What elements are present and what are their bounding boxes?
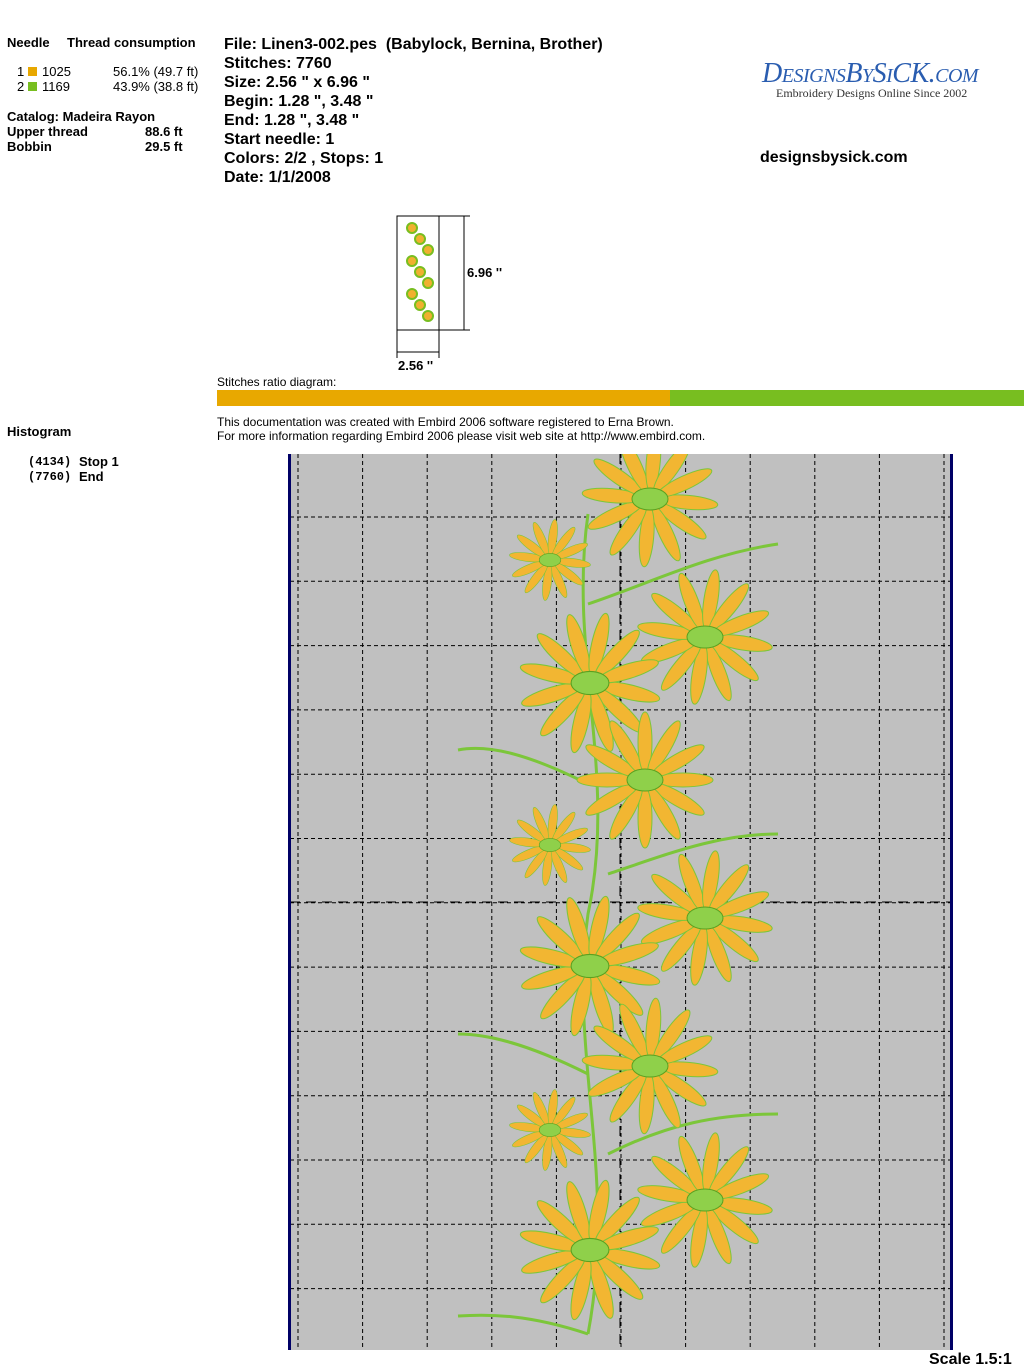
stem (587, 542, 779, 606)
flower-center (570, 670, 610, 696)
usage-label: Upper thread (7, 124, 88, 139)
logo-tagline: Embroidery Designs Online Since 2002 (776, 86, 968, 100)
width-label: 2.56 '' (398, 358, 433, 373)
design-preview (288, 454, 953, 1350)
usage-value: 29.5 ft (145, 139, 183, 154)
thumb-flower (422, 310, 434, 322)
color-swatch (28, 67, 37, 76)
histogram-stitch: (4134) (28, 455, 72, 469)
stem (607, 832, 779, 876)
thumb-flower (406, 222, 418, 234)
flower-center (538, 1123, 562, 1137)
thread-code: 1169 (42, 79, 70, 94)
height-label: 6.96 '' (467, 265, 502, 280)
hoop-edge (950, 454, 953, 1350)
needle-number: 1 (17, 64, 25, 79)
catalog: Catalog: Madeira Rayon (7, 109, 156, 124)
thread-consumption: 43.9% (38.8 ft) (113, 79, 199, 94)
stem (457, 1313, 589, 1336)
flower (637, 569, 773, 705)
website: designsbysick.com (760, 149, 908, 166)
thumb-flower (422, 277, 434, 289)
flower-center (631, 1054, 669, 1078)
thumb-flower (414, 299, 426, 311)
ratio-label: Stitches ratio diagram: (217, 375, 337, 389)
needle-header: Needle (7, 35, 50, 50)
flower-center (686, 906, 724, 930)
flower (519, 1179, 661, 1321)
consumption-header: Thread consumption (67, 35, 196, 50)
thumb-flower (422, 244, 434, 256)
stem (457, 746, 589, 786)
flower (581, 454, 719, 568)
stem (457, 1032, 589, 1076)
flower-center (538, 553, 562, 567)
scale: Scale 1.5:1 (929, 1351, 1012, 1368)
histogram-stitch: (7760) (28, 470, 72, 484)
usage-label: Bobbin (7, 139, 52, 154)
flower-center (570, 953, 610, 979)
flower (637, 1132, 773, 1268)
flower-center (570, 1237, 610, 1263)
stem (607, 1112, 779, 1156)
flower (509, 804, 591, 886)
logo-brand: DesignsBySiCK.com (762, 58, 979, 89)
file-info: File: Linen3-002.pes (Babylock, Bernina,… (224, 36, 603, 53)
flower (519, 612, 661, 754)
file-info: Date: 1/1/2008 (224, 169, 331, 186)
file-info: Colors: 2/2 , Stops: 1 (224, 150, 384, 167)
file-info: Start needle: 1 (224, 131, 335, 148)
note: For more information regarding Embird 20… (217, 429, 706, 443)
color-swatch (28, 82, 37, 91)
flower-center (686, 625, 724, 649)
thumbnail: 6.96 '' 2.56 '' (396, 215, 502, 373)
flower-center (626, 768, 664, 792)
flower (509, 1089, 591, 1171)
needle-number: 2 (17, 79, 25, 94)
flower (519, 895, 661, 1037)
file-info: Begin: 1.28 ", 3.48 " (224, 93, 374, 110)
flower-center (538, 838, 562, 852)
thumb-flower (414, 266, 426, 278)
ratio-segment (217, 390, 670, 406)
flower-center (631, 487, 669, 511)
flower-center (686, 1188, 724, 1212)
histogram-label: Stop 1 (79, 454, 119, 469)
thread-code: 1025 (42, 64, 71, 79)
usage-value: 88.6 ft (145, 124, 183, 139)
histogram-title: Histogram (7, 424, 72, 439)
file-info: Stitches: 7760 (224, 55, 332, 72)
thumb-flower (414, 233, 426, 245)
ratio-segment (669, 390, 1024, 406)
ratio-bar (217, 390, 1024, 406)
file-info: End: 1.28 ", 3.48 " (224, 112, 360, 129)
thumb-flower (406, 255, 418, 267)
hoop-edge (288, 454, 291, 1350)
flower (509, 519, 591, 601)
thumb-flower (406, 288, 418, 300)
note: This documentation was created with Embi… (217, 415, 674, 429)
flower (581, 997, 719, 1135)
histogram-label: End (79, 469, 104, 484)
flower (637, 850, 773, 986)
flower (576, 711, 714, 849)
file-info: Size: 2.56 " x 6.96 " (224, 74, 370, 91)
thread-consumption: 56.1% (49.7 ft) (113, 64, 199, 79)
